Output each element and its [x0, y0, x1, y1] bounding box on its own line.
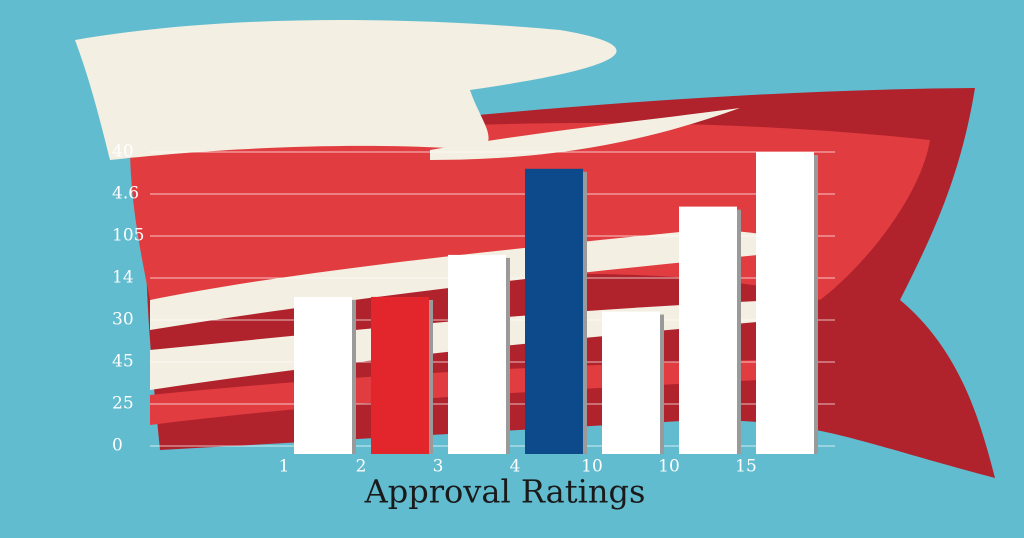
y-tick-label: 45 — [112, 352, 134, 372]
bar-side — [352, 299, 356, 454]
y-tick-label: 30 — [112, 310, 134, 330]
bar-side — [583, 171, 587, 455]
chart-title: Approval Ratings — [364, 473, 646, 511]
bar — [294, 296, 352, 454]
flag-white-top — [75, 20, 617, 160]
y-tick-label: 40 — [112, 142, 134, 162]
x-tick-label: 4 — [510, 457, 521, 477]
bar-side — [429, 299, 433, 454]
bar-side — [814, 155, 818, 454]
bar — [602, 311, 660, 454]
bar — [448, 254, 506, 454]
bar-side — [506, 257, 510, 454]
bar — [679, 206, 737, 454]
bar-side — [737, 209, 741, 454]
y-tick-label: 105 — [112, 226, 144, 246]
x-tick-label: 10 — [658, 457, 680, 477]
y-tick-label: 4.6 — [112, 184, 139, 204]
x-tick-label: 3 — [433, 457, 444, 477]
y-tick-label: 25 — [112, 394, 134, 414]
y-tick-label: 0 — [112, 436, 123, 456]
bar — [525, 168, 583, 455]
flag-white-stripe — [430, 108, 740, 160]
x-tick-label: 10 — [581, 457, 603, 477]
bar — [756, 152, 814, 454]
x-tick-label: 2 — [356, 457, 367, 477]
x-tick-label: 1 — [279, 457, 290, 477]
x-tick-label: 15 — [735, 457, 757, 477]
bar-side — [660, 314, 664, 454]
bar — [371, 296, 429, 454]
y-tick-label: 14 — [112, 268, 134, 288]
